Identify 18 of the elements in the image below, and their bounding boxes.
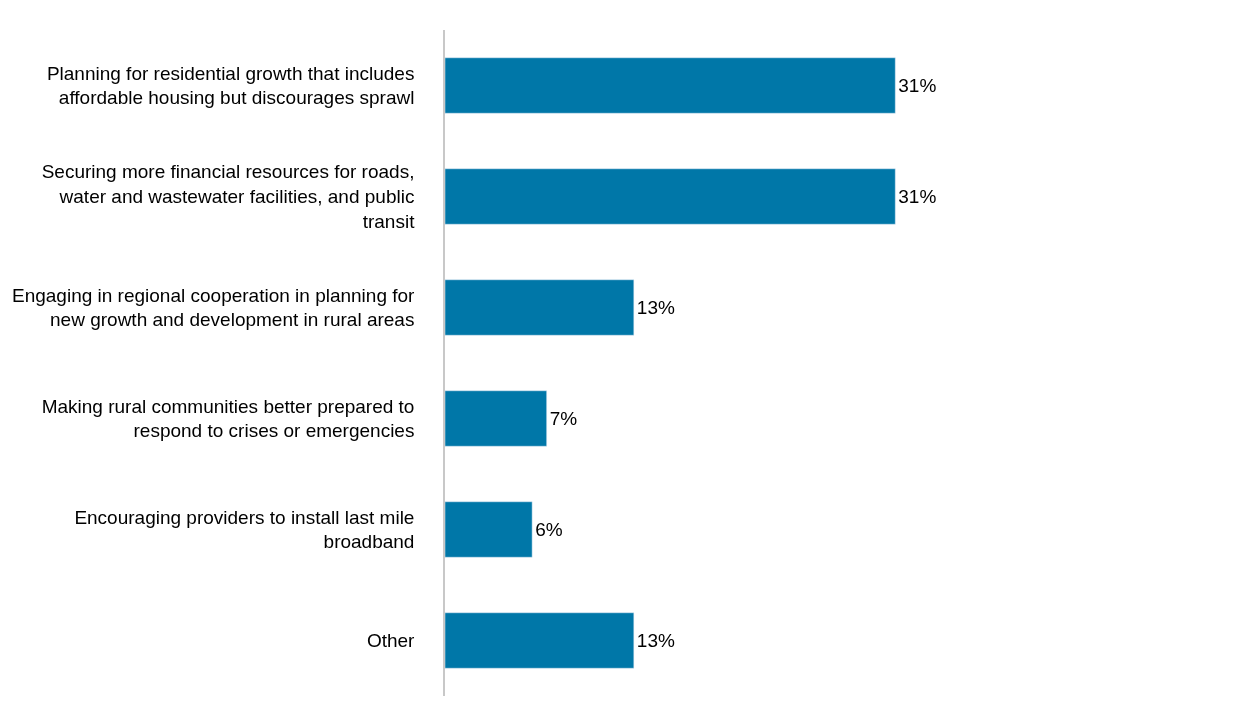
data-label: 13% <box>636 297 675 318</box>
bar <box>445 57 896 114</box>
bar <box>445 168 896 225</box>
data-label: 6% <box>535 519 563 540</box>
bar <box>445 501 533 558</box>
y-tick-label: Encouraging providers to install last mile broadband <box>74 506 415 553</box>
bar <box>445 279 635 336</box>
data-label: 31% <box>898 75 937 96</box>
y-tick-label: Other <box>366 630 416 652</box>
y-tick-label: Engaging in regional cooperation in planning for new growth and development in rural areas <box>11 284 416 331</box>
data-label: 31% <box>898 186 937 207</box>
y-tick-label: Planning for residential growth that includes affordable housing but discourages sprawl <box>46 62 415 109</box>
bar <box>445 612 635 669</box>
bar <box>445 390 547 447</box>
y-tick-label: Making rural communities better prepared to respond to crises or emergencies <box>41 395 415 442</box>
data-label: 13% <box>636 630 675 651</box>
y-tick-label: Securing more financial resources for roads, water and wastewater facilities, and public transit <box>41 161 416 232</box>
data-label: 7% <box>549 408 578 429</box>
